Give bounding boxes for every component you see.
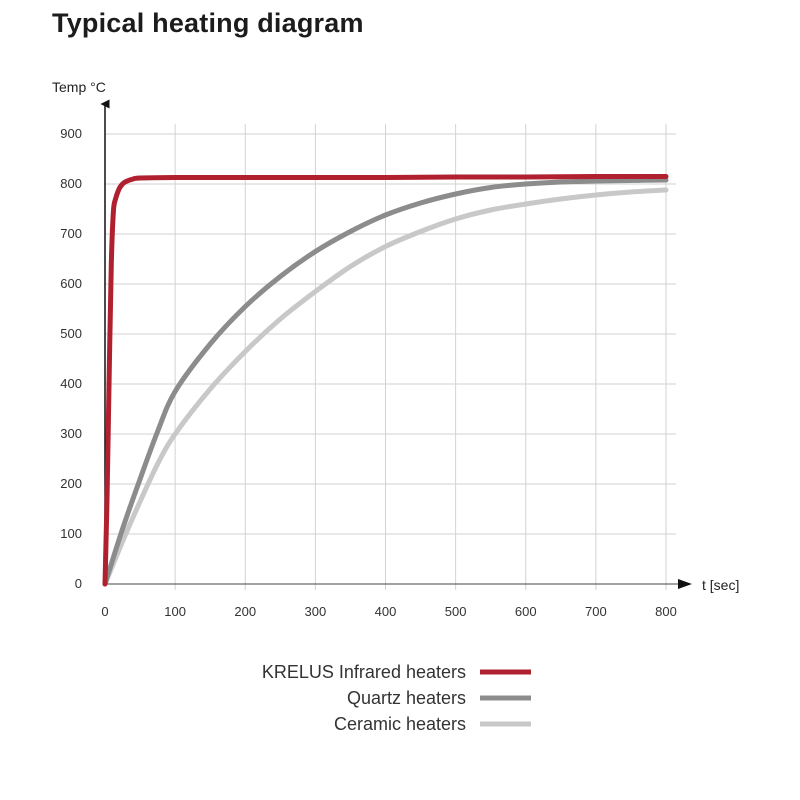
y-axis-label: Temp °C: [52, 79, 106, 95]
x-tick-label: 300: [305, 604, 327, 619]
legend-label: KRELUS Infrared heaters: [262, 662, 466, 682]
y-tick-label: 100: [60, 526, 82, 541]
y-tick-label: 300: [60, 426, 82, 441]
y-tick-label: 600: [60, 276, 82, 291]
legend-label: Quartz heaters: [347, 688, 466, 708]
x-tick-label: 600: [515, 604, 537, 619]
x-axis-arrow: [678, 579, 692, 589]
x-tick-label: 700: [585, 604, 607, 619]
x-tick-label: 400: [375, 604, 397, 619]
x-tick-label: 100: [164, 604, 186, 619]
legend: KRELUS Infrared heaters Quartz heaters Cer…: [262, 662, 531, 734]
y-tick-label: 800: [60, 176, 82, 191]
legend-label: Ceramic heaters: [334, 714, 466, 734]
x-tick-label: 800: [655, 604, 677, 619]
y-tick-label: 500: [60, 326, 82, 341]
x-tick-label: 500: [445, 604, 467, 619]
y-tick-label: 0: [75, 576, 82, 591]
tick-labels: 0 100 200 300 400 500 600 700 800 900 0 100 200 300 40…: [60, 126, 677, 619]
series-line-1: [102, 173, 669, 587]
grid-lines: [105, 124, 676, 590]
series-line-3: [102, 187, 669, 587]
chart-title: Typical heating diagram: [52, 8, 364, 38]
x-tick-label: 200: [234, 604, 256, 619]
y-tick-label: 900: [60, 126, 82, 141]
y-tick-label: 200: [60, 476, 82, 491]
y-tick-label: 400: [60, 376, 82, 391]
y-tick-label: 700: [60, 226, 82, 241]
x-axis-label: t [sec]: [702, 577, 739, 593]
x-tick-label: 0: [101, 604, 108, 619]
series-lines: [102, 173, 669, 587]
series-line-2: [102, 177, 669, 587]
